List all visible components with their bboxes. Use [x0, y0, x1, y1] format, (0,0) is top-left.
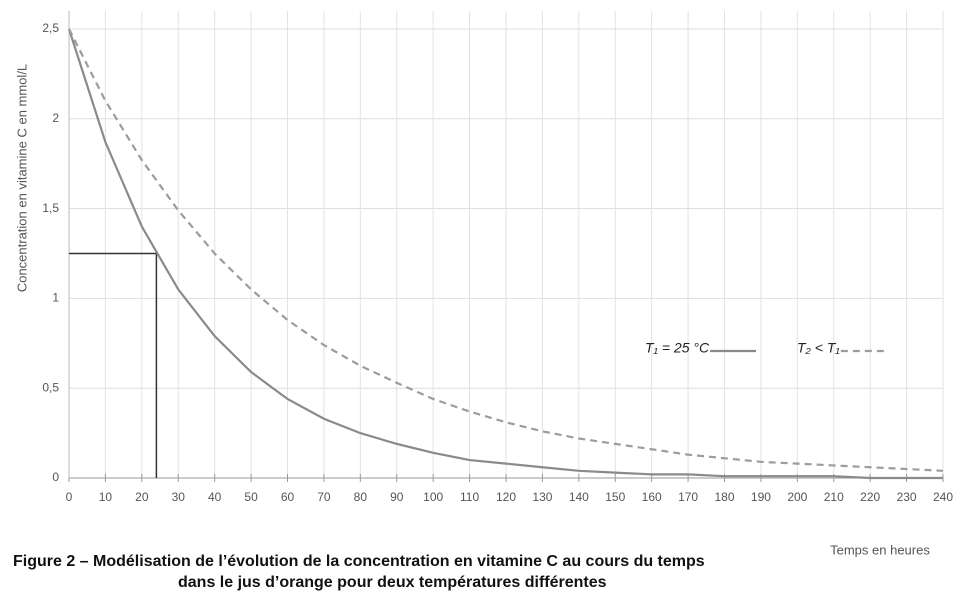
x-tick-label: 10: [99, 490, 113, 504]
x-tick-label: 140: [569, 490, 589, 504]
x-tick-label: 130: [532, 490, 552, 504]
y-tick-label: 0: [52, 470, 59, 484]
x-tick-label: 50: [244, 490, 258, 504]
x-tick-label: 220: [860, 490, 880, 504]
series-line: [68, 28, 944, 472]
x-tick-label: 150: [605, 490, 625, 504]
x-tick-label: 20: [135, 490, 149, 504]
y-tick-label: 2: [52, 111, 59, 125]
legend-label: T₁ = 25 °C: [645, 340, 710, 356]
x-tick-label: 0: [66, 490, 73, 504]
x-tick-label: 210: [824, 490, 844, 504]
x-tick-label: 70: [317, 490, 331, 504]
y-tick-label: 1: [52, 291, 59, 305]
x-tick-label: 120: [496, 490, 516, 504]
x-tick-label: 160: [642, 490, 662, 504]
x-tick-label: 80: [354, 490, 368, 504]
y-axis-label: Concentration en vitamine C en mmol/L: [14, 64, 29, 292]
x-tick-label: 30: [172, 490, 186, 504]
x-tick-label: 180: [714, 490, 734, 504]
x-tick-label: 240: [933, 490, 953, 504]
x-tick-label: 110: [460, 490, 479, 504]
x-tick-label: 60: [281, 490, 295, 504]
x-tick-label: 230: [897, 490, 917, 504]
chart-title: Figure 2 – Modélisation de l’évolution d…: [13, 553, 705, 570]
y-tick-label: 1,5: [42, 201, 59, 215]
y-tick-label: 2,5: [42, 21, 59, 35]
x-tick-label: 40: [208, 490, 222, 504]
x-axis-label: Temps en heures: [830, 542, 930, 557]
y-tick-label: 0,5: [42, 380, 59, 394]
chart-title: dans le jus d’orange pour deux températu…: [178, 574, 607, 591]
x-tick-label: 170: [678, 490, 698, 504]
x-tick-label: 200: [787, 490, 807, 504]
x-tick-label: 190: [751, 490, 771, 504]
x-tick-label: 90: [390, 490, 404, 504]
x-tick-label: 100: [423, 490, 443, 504]
series-line: [67, 28, 943, 480]
legend-label: T₂ < T₁: [797, 340, 840, 356]
